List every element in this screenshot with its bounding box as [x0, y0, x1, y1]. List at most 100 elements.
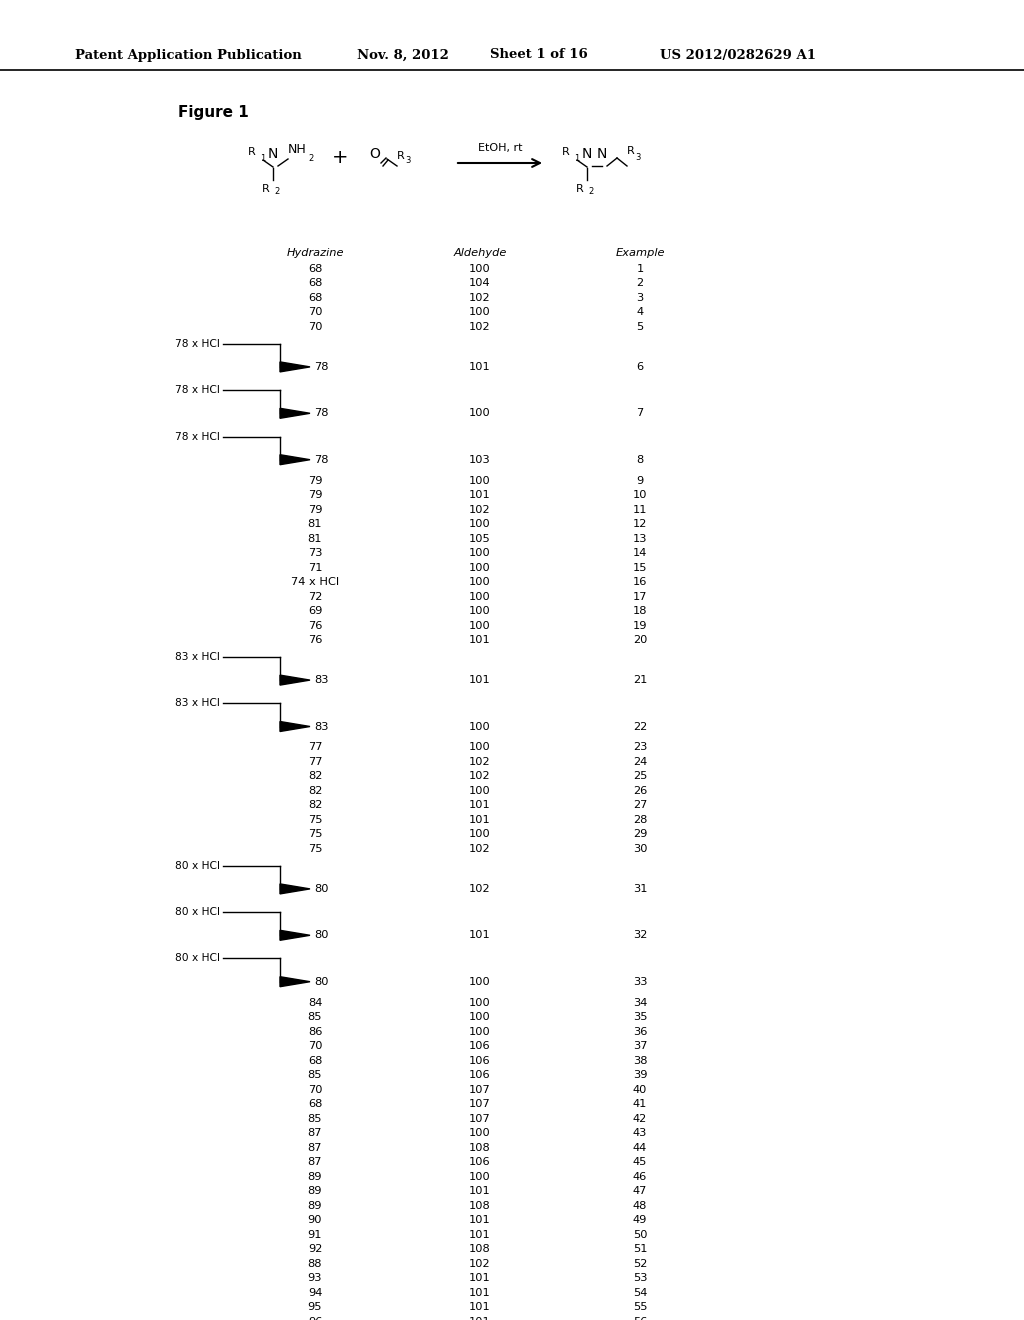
Text: 41: 41: [633, 1100, 647, 1109]
Text: 1: 1: [636, 264, 644, 275]
Text: R: R: [262, 183, 270, 194]
Text: 102: 102: [469, 293, 490, 304]
Text: 101: 101: [469, 1302, 490, 1312]
Text: 2: 2: [274, 187, 280, 195]
Text: 18: 18: [633, 606, 647, 616]
Text: 3: 3: [636, 293, 644, 304]
Text: N: N: [582, 147, 592, 161]
Polygon shape: [280, 362, 310, 372]
Text: 92: 92: [308, 1245, 323, 1254]
Text: 76: 76: [308, 620, 323, 631]
Text: R: R: [627, 147, 635, 156]
Text: 80 x HCl: 80 x HCl: [175, 953, 220, 964]
Text: 15: 15: [633, 562, 647, 573]
Text: 89: 89: [308, 1187, 323, 1196]
Text: 100: 100: [469, 591, 490, 602]
Text: 103: 103: [469, 454, 490, 465]
Text: 77: 77: [308, 742, 323, 752]
Text: 100: 100: [469, 998, 490, 1007]
Text: 101: 101: [469, 362, 490, 372]
Text: 56: 56: [633, 1316, 647, 1320]
Text: 83: 83: [314, 675, 329, 685]
Text: EtOH, rt: EtOH, rt: [478, 143, 522, 153]
Text: 95: 95: [308, 1302, 323, 1312]
Text: 107: 107: [469, 1100, 490, 1109]
Text: 93: 93: [308, 1274, 323, 1283]
Text: 44: 44: [633, 1143, 647, 1152]
Polygon shape: [280, 884, 310, 894]
Text: 88: 88: [308, 1259, 323, 1269]
Text: 68: 68: [308, 279, 323, 289]
Text: 1: 1: [574, 154, 580, 162]
Text: 46: 46: [633, 1172, 647, 1181]
Text: 34: 34: [633, 998, 647, 1007]
Text: 39: 39: [633, 1071, 647, 1080]
Text: 49: 49: [633, 1216, 647, 1225]
Text: 101: 101: [469, 1187, 490, 1196]
Text: 94: 94: [308, 1287, 323, 1298]
Text: 105: 105: [469, 533, 490, 544]
Text: 107: 107: [469, 1114, 490, 1123]
Text: 31: 31: [633, 884, 647, 894]
Text: Hydrazine: Hydrazine: [287, 248, 344, 257]
Text: 51: 51: [633, 1245, 647, 1254]
Text: Aldehyde: Aldehyde: [454, 248, 507, 257]
Text: 100: 100: [469, 548, 490, 558]
Text: 22: 22: [633, 722, 647, 731]
Text: 13: 13: [633, 533, 647, 544]
Text: 89: 89: [308, 1172, 323, 1181]
Text: 25: 25: [633, 771, 647, 781]
Text: 19: 19: [633, 620, 647, 631]
Text: 100: 100: [469, 722, 490, 731]
Text: 79: 79: [308, 475, 323, 486]
Text: 84: 84: [308, 998, 323, 1007]
Text: 40: 40: [633, 1085, 647, 1094]
Text: 79: 79: [308, 504, 323, 515]
Polygon shape: [280, 931, 310, 940]
Text: 100: 100: [469, 606, 490, 616]
Text: 85: 85: [308, 1071, 323, 1080]
Text: 75: 75: [308, 814, 323, 825]
Text: 30: 30: [633, 843, 647, 854]
Text: 24: 24: [633, 756, 647, 767]
Text: 7: 7: [636, 408, 644, 418]
Polygon shape: [280, 977, 310, 986]
Text: 100: 100: [469, 1027, 490, 1036]
Text: 91: 91: [308, 1230, 323, 1239]
Text: 35: 35: [633, 1012, 647, 1022]
Text: 11: 11: [633, 504, 647, 515]
Text: 26: 26: [633, 785, 647, 796]
Text: 81: 81: [308, 519, 323, 529]
Text: 3: 3: [635, 153, 640, 162]
Text: 20: 20: [633, 635, 647, 645]
Text: 100: 100: [469, 519, 490, 529]
Text: 78: 78: [314, 454, 329, 465]
Text: 87: 87: [308, 1129, 323, 1138]
Text: 80: 80: [314, 884, 329, 894]
Text: 100: 100: [469, 562, 490, 573]
Polygon shape: [280, 408, 310, 418]
Polygon shape: [280, 722, 310, 731]
Text: 80 x HCl: 80 x HCl: [175, 907, 220, 917]
Text: 55: 55: [633, 1302, 647, 1312]
Text: 76: 76: [308, 635, 323, 645]
Text: 108: 108: [469, 1143, 490, 1152]
Text: 101: 101: [469, 931, 490, 940]
Text: 100: 100: [469, 408, 490, 418]
Text: 78 x HCl: 78 x HCl: [175, 385, 220, 395]
Text: 100: 100: [469, 1172, 490, 1181]
Text: 96: 96: [308, 1316, 323, 1320]
Text: 101: 101: [469, 1316, 490, 1320]
Text: 2: 2: [588, 187, 593, 195]
Text: 89: 89: [308, 1201, 323, 1210]
Text: 48: 48: [633, 1201, 647, 1210]
Text: 73: 73: [308, 548, 323, 558]
Text: 78: 78: [314, 362, 329, 372]
Text: N: N: [268, 147, 279, 161]
Text: 83: 83: [314, 722, 329, 731]
Text: 70: 70: [308, 308, 323, 317]
Text: US 2012/0282629 A1: US 2012/0282629 A1: [660, 49, 816, 62]
Text: 79: 79: [308, 490, 323, 500]
Text: 42: 42: [633, 1114, 647, 1123]
Text: 106: 106: [469, 1071, 490, 1080]
